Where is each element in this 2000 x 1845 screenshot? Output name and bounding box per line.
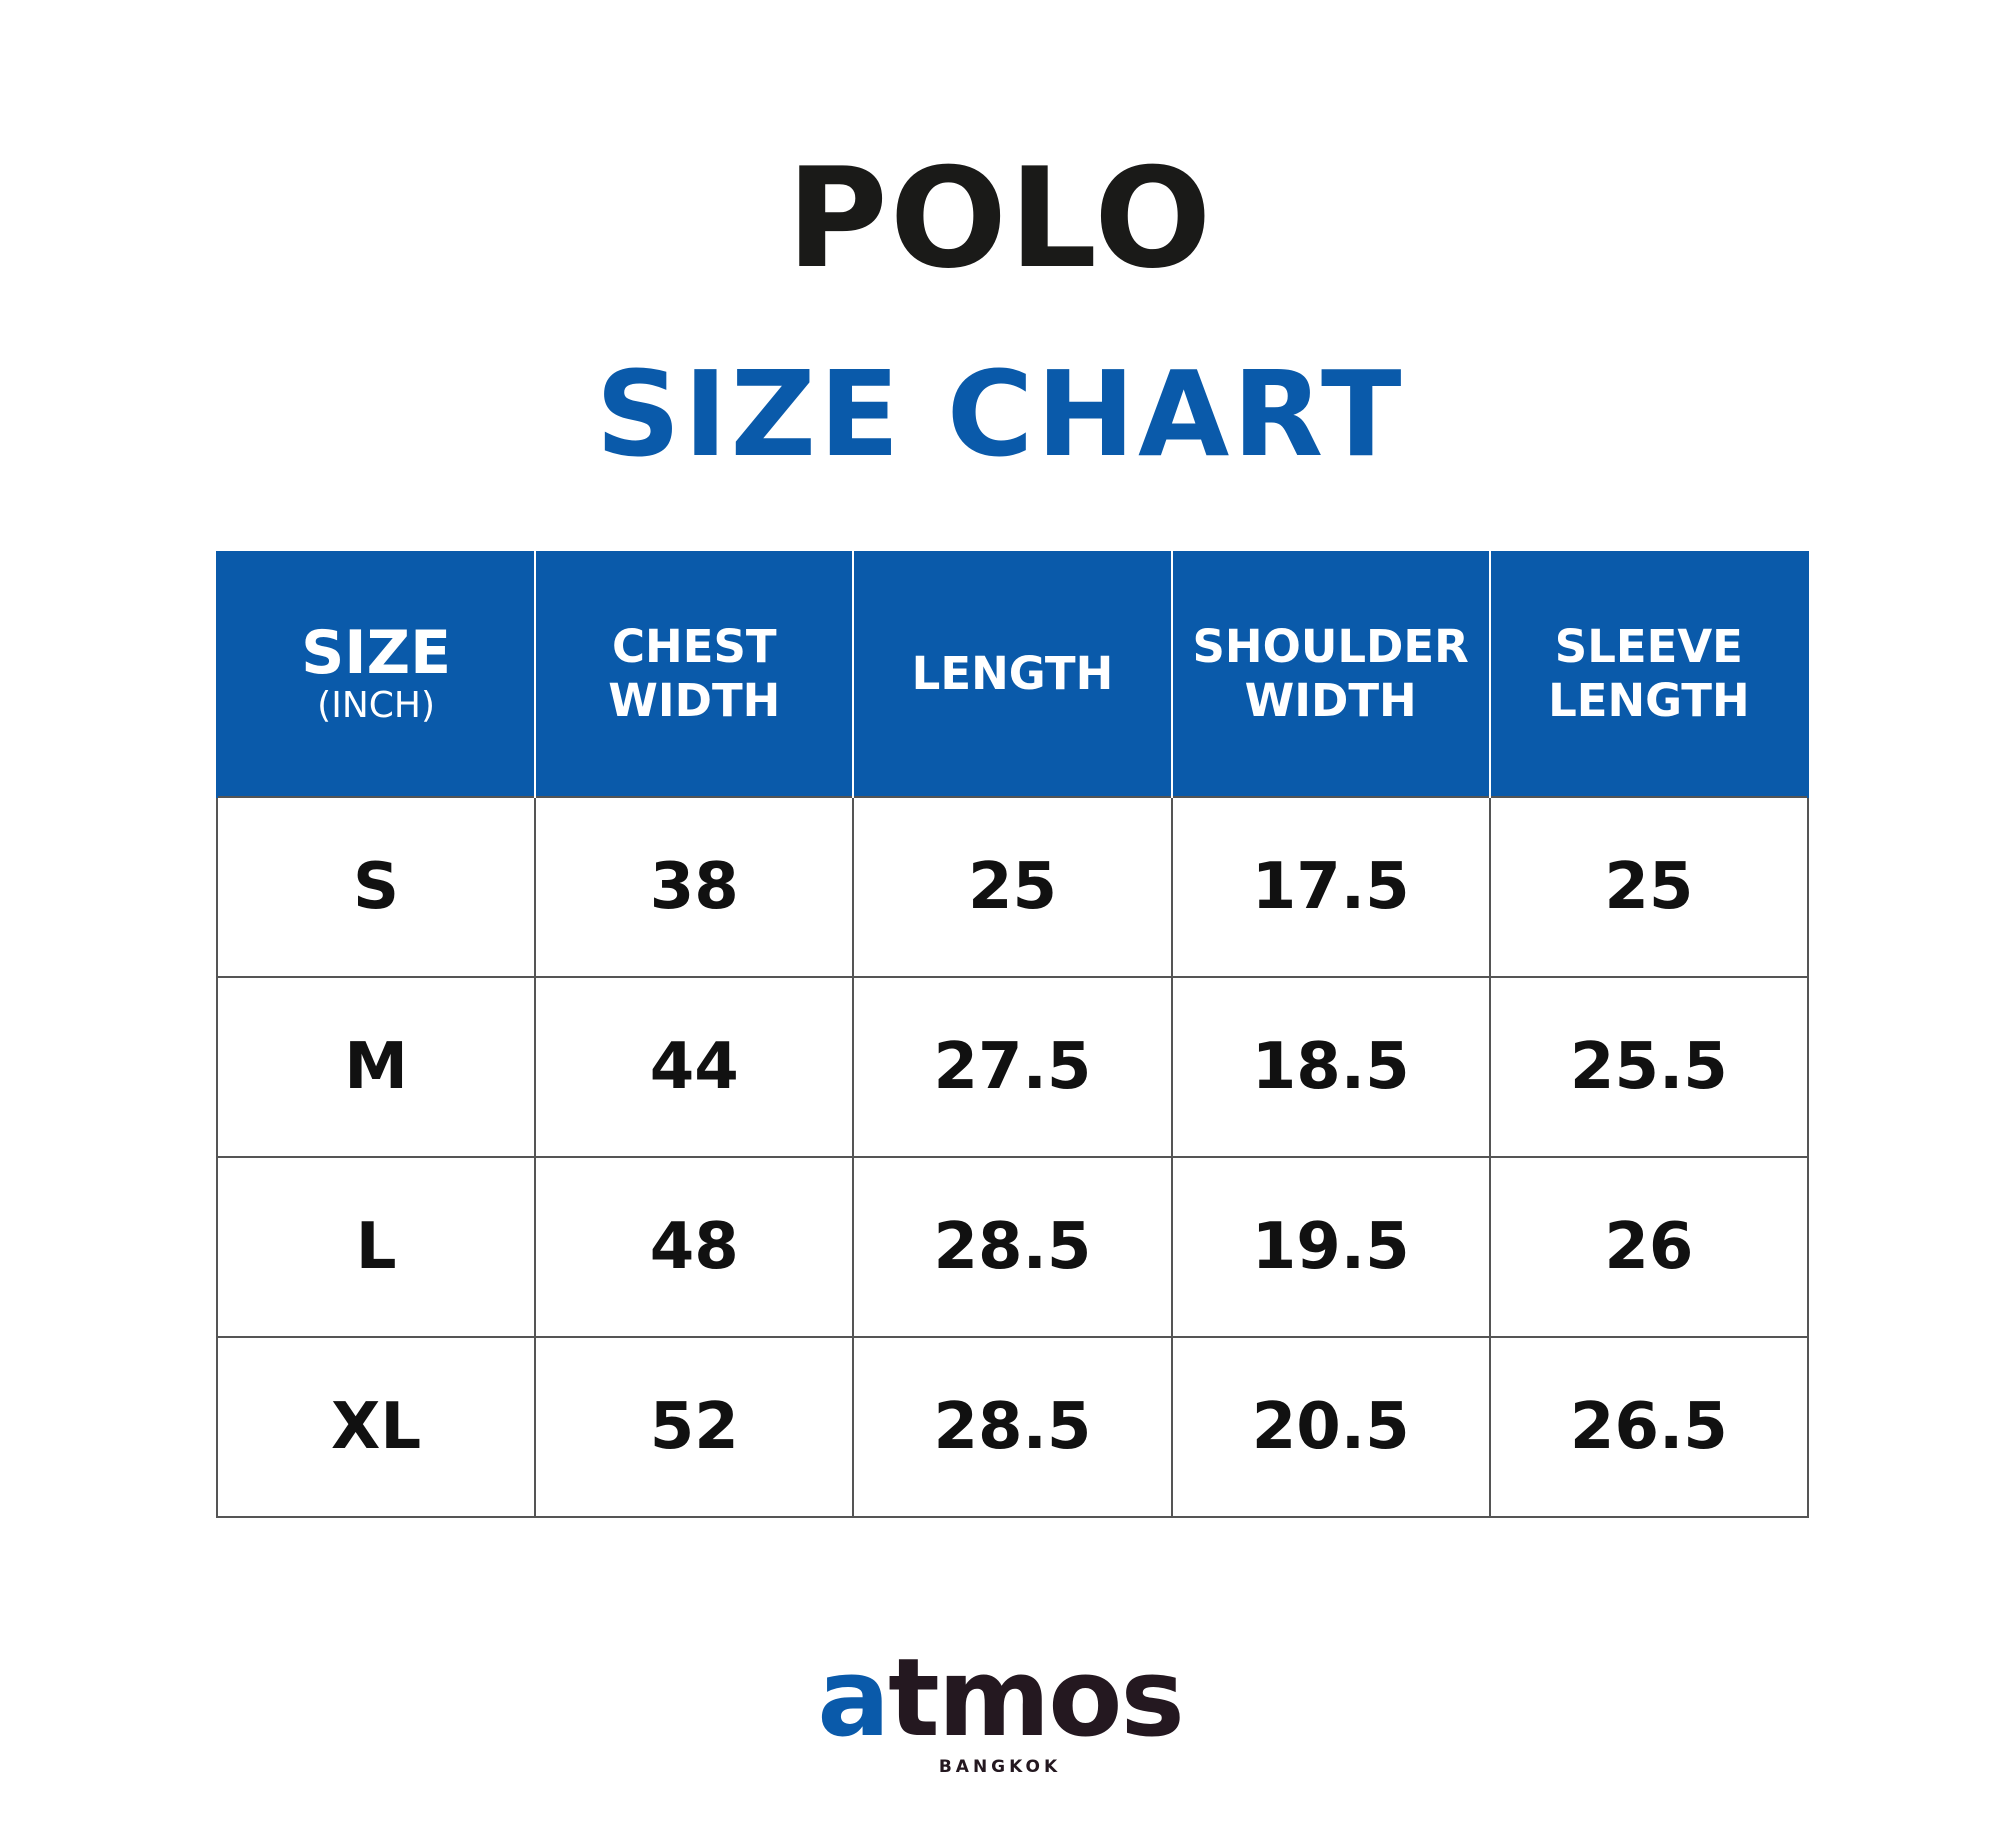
cell-shoulder-width: 19.5	[1170, 1156, 1491, 1338]
header-size: SIZE (INCH)	[215, 551, 537, 797]
table-row: L 48 28.5 19.5 26	[215, 1156, 1810, 1338]
brand-logo-rest: tmos	[888, 1636, 1185, 1761]
header-chest-line2: WIDTH	[608, 673, 781, 727]
cell-shoulder-width: 17.5	[1170, 796, 1491, 978]
cell-sleeve-length: 25.5	[1488, 976, 1810, 1158]
brand-logo-initial: a	[817, 1636, 890, 1761]
cell-length: 28.5	[852, 1156, 1173, 1338]
header-length-label: LENGTH	[911, 646, 1114, 700]
cell-length: 28.5	[852, 1336, 1173, 1518]
header-shoulder-width: SHOULDER WIDTH	[1170, 551, 1491, 797]
brand-logo: atmos	[0, 1645, 2000, 1753]
cell-chest-width: 52	[534, 1336, 855, 1518]
page-subtitle: SIZE CHART	[595, 345, 1405, 483]
table-row: M 44 27.5 18.5 25.5	[215, 976, 1810, 1158]
table-row: XL 52 28.5 20.5 26.5	[215, 1336, 1810, 1518]
cell-length: 25	[852, 796, 1173, 978]
header-size-label: SIZE	[301, 617, 452, 688]
cell-size: L	[215, 1156, 537, 1338]
cell-sleeve-length: 26.5	[1488, 1336, 1810, 1518]
cell-size: M	[215, 976, 537, 1158]
header-sleeve-line2: LENGTH	[1548, 673, 1750, 727]
header-chest-width: CHEST WIDTH	[534, 551, 855, 797]
cell-size: XL	[215, 1336, 537, 1518]
cell-chest-width: 44	[534, 976, 855, 1158]
page-title: POLO	[786, 138, 1214, 299]
cell-size: S	[215, 796, 537, 978]
size-table: SIZE (INCH) CHEST WIDTH LENGTH SHOULDER …	[215, 551, 1810, 1518]
header-sleeve-line1: SLEEVE	[1554, 619, 1743, 673]
header-unit-label: (INCH)	[317, 684, 436, 726]
cell-sleeve-length: 26	[1488, 1156, 1810, 1338]
table-row: S 38 25 17.5 25	[215, 796, 1810, 978]
header-shoulder-line2: WIDTH	[1244, 673, 1417, 727]
cell-chest-width: 48	[534, 1156, 855, 1338]
cell-chest-width: 38	[534, 796, 855, 978]
cell-length: 27.5	[852, 976, 1173, 1158]
header-shoulder-line1: SHOULDER	[1192, 619, 1469, 673]
cell-shoulder-width: 18.5	[1170, 976, 1491, 1158]
header-row: SIZE (INCH) CHEST WIDTH LENGTH SHOULDER …	[215, 551, 1810, 797]
header-chest-line1: CHEST	[612, 619, 777, 673]
cell-sleeve-length: 25	[1488, 796, 1810, 978]
header-length: LENGTH	[852, 551, 1173, 797]
brand-location: BANGKOK	[938, 1757, 1062, 1777]
header-sleeve-length: SLEEVE LENGTH	[1488, 551, 1810, 797]
cell-shoulder-width: 20.5	[1170, 1336, 1491, 1518]
